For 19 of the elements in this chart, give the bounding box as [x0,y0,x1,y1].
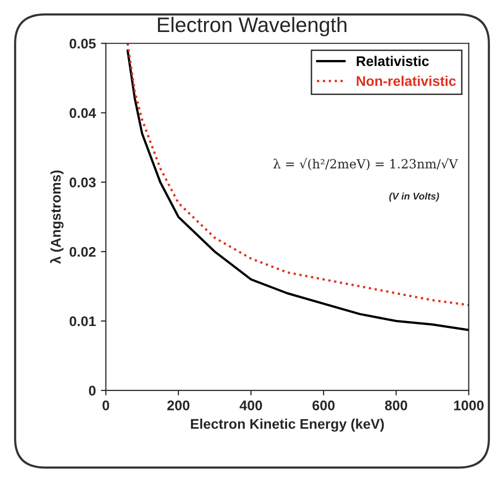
y-tick-label: 0.01 [70,316,96,326]
legend-label: Non-relativistic [356,76,456,86]
x-tick-label: 400 [240,400,262,410]
annotation: (V in Volts) [389,192,440,202]
y-tick-label: 0.04 [70,108,96,118]
y-tick-label: 0.05 [70,38,96,49]
x-tick-label: 0 [102,400,110,410]
legend-label: Relativistic [356,56,429,66]
x-tick-label: 1000 [454,400,484,410]
y-axis-title: λ (Angstroms) [50,170,64,264]
y-tick-label: 0.03 [70,178,96,188]
y-tick-label: 0 [88,386,96,396]
y-tick-label: 0.02 [70,246,96,257]
x-tick-label: 200 [167,400,190,410]
chart-title: Electron Wavelength [158,16,346,36]
x-tick-label: 600 [312,400,335,410]
x-tick-label: 800 [385,400,408,410]
annotation: λ = √(h²/2meV) = 1.23nm/√V [273,158,458,170]
x-axis-title: Electron Kinetic Energy (keV) [190,418,384,432]
